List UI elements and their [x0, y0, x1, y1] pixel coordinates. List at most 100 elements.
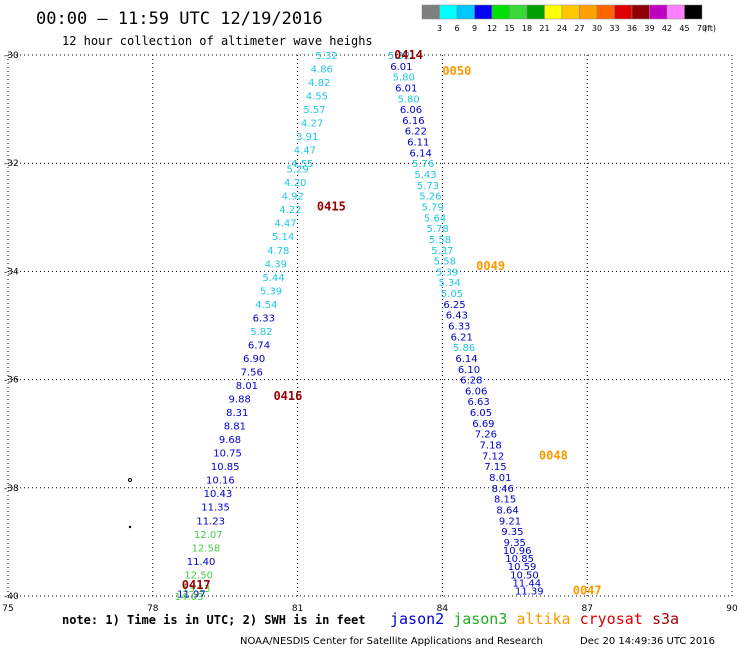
x-tick-label: 90 — [726, 604, 738, 614]
data-point-label: 9.35 — [504, 538, 526, 549]
colorbar-label: (ft) — [704, 24, 716, 33]
data-point-label: 10.96 — [503, 546, 532, 557]
data-point-label: 5.79 — [422, 202, 444, 213]
y-tick-label: -36 — [4, 376, 19, 386]
colorbar-label: 70 — [697, 24, 707, 33]
colorbar-swatch — [684, 4, 703, 20]
data-point-label: 4.22 — [279, 205, 301, 216]
data-point-label: 7.15 — [484, 462, 506, 473]
track-time-label: 0048 — [539, 448, 568, 462]
data-point-label: 8.46 — [492, 484, 514, 495]
data-point-label: 10.85 — [211, 462, 240, 473]
data-point-label: 4.27 — [301, 119, 323, 130]
data-point-label: 11.40 — [187, 557, 216, 568]
y-tick-label: -32 — [4, 159, 19, 169]
colorbar-swatch — [579, 4, 598, 20]
track-time-label: 0416 — [273, 389, 302, 403]
data-point-label: 9.35 — [501, 527, 523, 538]
colorbar-label: 6 — [454, 24, 459, 33]
data-point-label: 5.78 — [426, 224, 448, 235]
track-time-label: 0049 — [476, 259, 505, 273]
data-point-label: 7.12 — [482, 451, 504, 462]
data-point-label: 6.01 — [395, 83, 417, 94]
data-point-label: 12.50 — [184, 570, 213, 581]
data-point-label: 11.23 — [196, 516, 225, 527]
data-point-label: 5.39 — [260, 286, 282, 297]
data-point-label: 6.90 — [243, 354, 265, 365]
data-point-label: 8.81 — [224, 422, 246, 433]
data-point-label: 6.06 — [400, 105, 422, 116]
data-point-label: 8.31 — [226, 408, 248, 419]
satellite-legend-item: jason2 — [390, 610, 444, 628]
data-point-label: 4.55 — [306, 92, 328, 103]
satellite-legend-item: altika — [516, 610, 570, 628]
data-point-label: 4.20 — [284, 178, 306, 189]
colorbar-label: 9 — [472, 24, 477, 33]
colorbar-swatch — [456, 4, 475, 20]
data-point-label: 6.63 — [467, 397, 489, 408]
data-point-label: 11.97 — [177, 589, 206, 600]
data-point-label: 3.91 — [296, 132, 318, 143]
data-point-label: 10.16 — [206, 476, 235, 487]
data-point-label: 8.64 — [496, 505, 518, 516]
data-point-label: 6.14 — [410, 148, 432, 159]
colorbar-label: 30 — [592, 24, 602, 33]
data-point-label: 6.33 — [253, 313, 275, 324]
data-point-label: 6.10 — [458, 365, 480, 376]
colorbar-label: 33 — [609, 24, 619, 33]
colorbar-swatch — [421, 4, 440, 20]
data-point-label: 6.11 — [407, 138, 429, 149]
satellite-legend-item: jason3 — [453, 610, 507, 628]
colorbar-label: 18 — [522, 24, 532, 33]
data-point-label: 5.58 — [429, 235, 451, 246]
y-tick-label: -38 — [4, 484, 19, 494]
data-point-label: 6.14 — [455, 354, 477, 365]
data-point-label: 5.43 — [414, 170, 436, 181]
data-point-label: 9.88 — [229, 395, 251, 406]
grid-lines — [7, 54, 733, 597]
data-point-label: 10.75 — [213, 449, 242, 460]
colorbar-swatch — [439, 4, 458, 20]
data-point-label: 6.25 — [443, 300, 465, 311]
data-points: 5.324.864.824.555.574.273.914.474.555.29… — [175, 51, 544, 603]
data-point-label: 9.21 — [499, 516, 521, 527]
data-point-label: 13.13 — [182, 584, 211, 595]
track-time-label: 0415 — [317, 199, 346, 213]
track-labels: 0414 0415 0416 0417 0050 0049 0048 0047 — [182, 48, 602, 598]
data-point-label: 6.43 — [446, 311, 468, 322]
data-point-label: 10.85 — [505, 554, 534, 565]
data-point-label: 5.29 — [286, 165, 308, 176]
data-point-label: 4.92 — [282, 192, 304, 203]
colorbar-label: 21 — [539, 24, 549, 33]
data-point-label: 5.44 — [262, 273, 284, 284]
data-point-label: 6.74 — [248, 340, 270, 351]
data-point-label: 5.58 — [434, 257, 456, 268]
colorbar-label: 27 — [574, 24, 584, 33]
data-point-label: 5.37 — [431, 246, 453, 257]
data-point-label: 5.86 — [453, 343, 475, 354]
x-tick-label: 81 — [292, 604, 303, 614]
y-tick-label: -34 — [4, 267, 19, 277]
x-tick-label: 75 — [2, 604, 13, 614]
data-point-label: 6.21 — [451, 332, 473, 343]
data-point-label: 4.47 — [294, 146, 316, 157]
y-tick-label: -30 — [4, 51, 19, 61]
x-tick-label: 84 — [437, 604, 449, 614]
data-point-label: 7.26 — [475, 430, 497, 441]
data-point-label: 5.26 — [419, 192, 441, 203]
colorbar-label: 45 — [679, 24, 689, 33]
satellite-legend: jason2 jason3 altika cryosat s3a — [390, 610, 679, 628]
track-time-label: 0047 — [573, 584, 602, 598]
data-point-label: 5.32 — [388, 51, 410, 62]
data-point-label: 8.01 — [489, 473, 511, 484]
data-point-label: 5.57 — [303, 105, 325, 116]
data-point-label: 4.39 — [265, 259, 287, 270]
data-point-label: 6.16 — [402, 116, 424, 127]
colorbar-label: 24 — [557, 24, 567, 33]
footer-note: note: 1) Time is in UTC; 2) SWH is in fe… — [62, 613, 365, 627]
colorbar-swatch — [474, 4, 493, 20]
data-point-label: 6.33 — [448, 322, 470, 333]
colorbar-label: 39 — [644, 24, 654, 33]
data-point-label: 12.58 — [192, 543, 221, 554]
data-point-label: 6.06 — [465, 386, 487, 397]
